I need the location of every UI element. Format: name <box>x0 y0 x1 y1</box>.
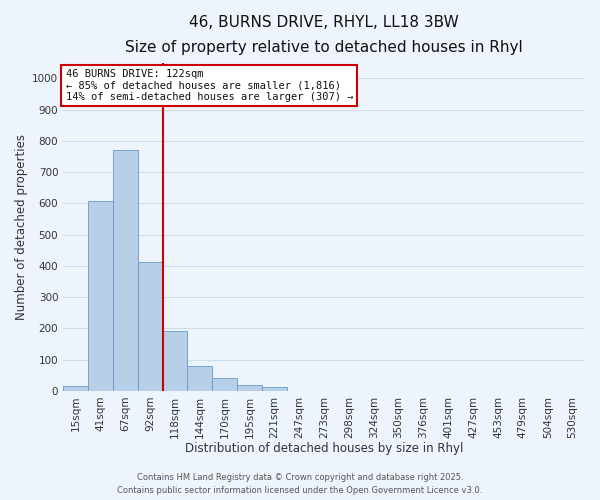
Text: 46 BURNS DRIVE: 122sqm
← 85% of detached houses are smaller (1,816)
14% of semi-: 46 BURNS DRIVE: 122sqm ← 85% of detached… <box>65 69 353 102</box>
Title: 46, BURNS DRIVE, RHYL, LL18 3BW
Size of property relative to detached houses in : 46, BURNS DRIVE, RHYL, LL18 3BW Size of … <box>125 15 523 54</box>
Bar <box>88 201 113 391</box>
Bar <box>163 330 187 391</box>
Bar <box>138 262 163 391</box>
Bar <box>113 150 138 391</box>
Bar <box>63 386 88 391</box>
Text: Contains HM Land Registry data © Crown copyright and database right 2025.
Contai: Contains HM Land Registry data © Crown c… <box>118 474 482 495</box>
Bar <box>237 385 262 391</box>
Y-axis label: Number of detached properties: Number of detached properties <box>15 134 28 320</box>
Bar <box>212 378 237 391</box>
Bar <box>262 387 287 391</box>
X-axis label: Distribution of detached houses by size in Rhyl: Distribution of detached houses by size … <box>185 442 463 455</box>
Bar <box>187 366 212 391</box>
